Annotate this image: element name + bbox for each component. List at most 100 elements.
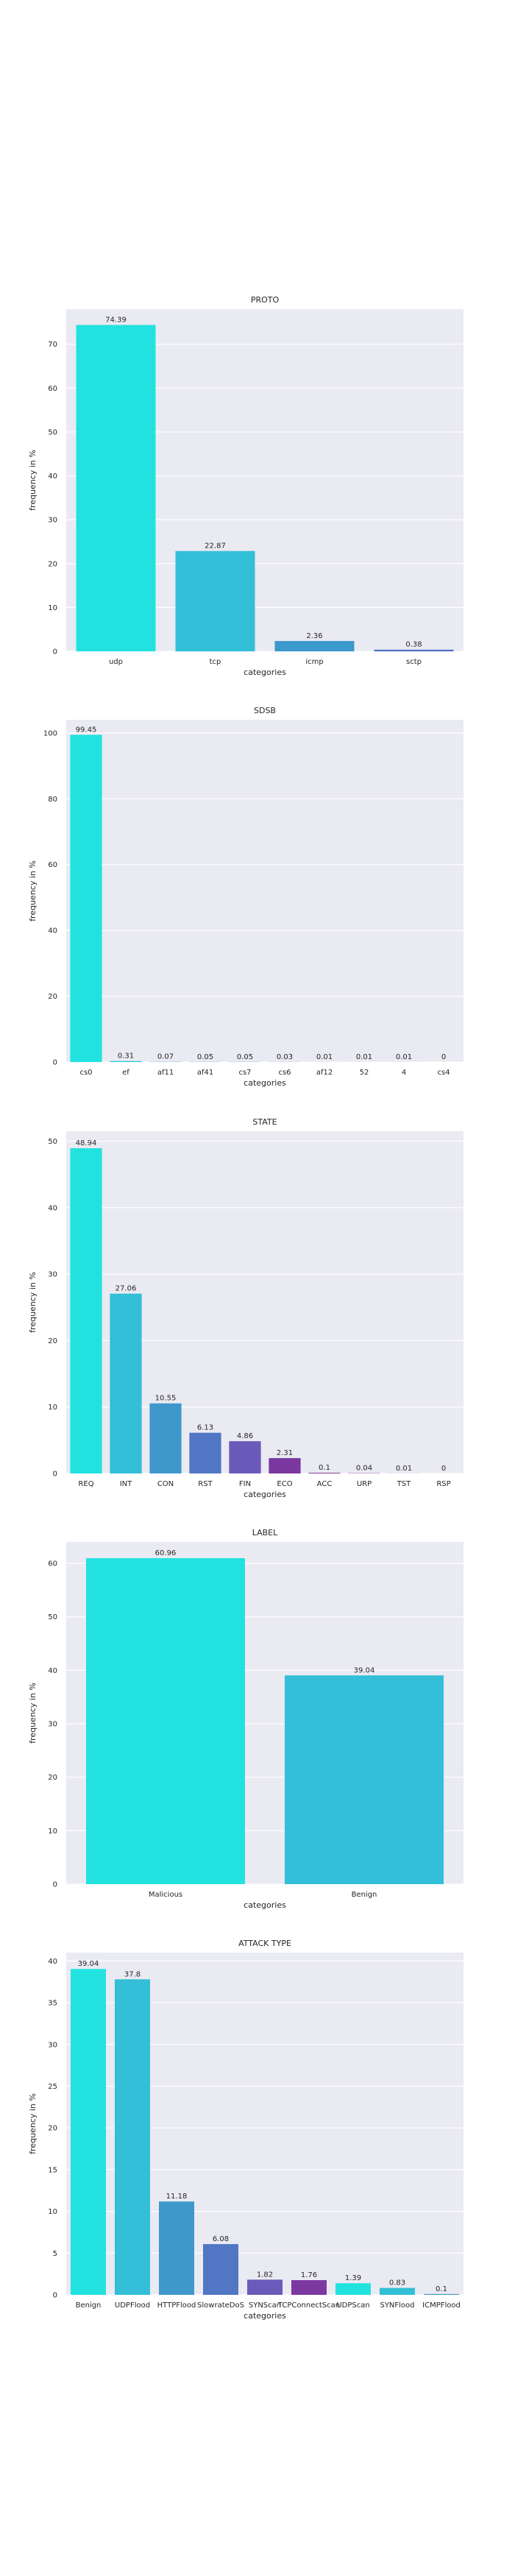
y-tick-label: 60	[48, 861, 57, 869]
bar	[76, 325, 156, 651]
bar	[247, 2279, 283, 2295]
bar	[274, 640, 355, 651]
chart-title: SDSB	[254, 706, 276, 715]
y-tick-label: 40	[48, 1667, 57, 1675]
chart-3: 0 10 20 30 40 50 60 LABEL 60.96 Malicious 39.04 Ben…	[28, 1528, 464, 1910]
bar	[285, 1675, 444, 1884]
data-label: 99.45	[76, 726, 97, 734]
x-tick-label: cs7	[238, 1069, 251, 1077]
y-axis-label: frequency in %	[28, 1682, 38, 1744]
data-label: 48.94	[76, 1139, 97, 1147]
x-axis-label: categories	[244, 1900, 286, 1910]
y-tick-label: 10	[48, 1827, 57, 1836]
x-tick-label: TCPConnectScan	[277, 2301, 340, 2310]
y-tick-label: 40	[48, 927, 57, 935]
data-label: 4.86	[237, 1432, 253, 1440]
x-tick-label: RSP	[436, 1480, 450, 1488]
x-tick-label: ECO	[277, 1480, 292, 1488]
y-tick-label: 40	[48, 473, 57, 481]
bar	[149, 1403, 182, 1473]
y-tick-label: 20	[48, 993, 57, 1001]
y-tick-label: 50	[48, 428, 57, 436]
y-tick-label: 70	[48, 341, 57, 349]
chart-title: ATTACK TYPE	[238, 1939, 291, 1948]
chart-title: PROTO	[251, 295, 280, 305]
x-tick-label: TST	[397, 1480, 411, 1488]
chart-1: 020406080100SDSB99.45cs00.31ef0.07af110.…	[28, 706, 464, 1088]
data-label: 11.18	[166, 2193, 188, 2201]
bar	[86, 1558, 245, 1884]
x-axis-label: categories	[244, 668, 286, 677]
bar	[70, 1148, 102, 1473]
data-label: 0.01	[396, 1465, 412, 1473]
y-tick-label: 30	[48, 517, 57, 525]
x-tick-label: Benign	[76, 2301, 102, 2310]
x-tick-label: 4	[402, 1069, 406, 1077]
y-tick-label: 60	[48, 385, 57, 393]
y-tick-label: 25	[48, 2083, 57, 2091]
x-tick-label: REQ	[78, 1480, 93, 1488]
bar	[229, 1441, 261, 1473]
x-tick-label: URP	[357, 1480, 372, 1488]
data-label: 0.01	[316, 1053, 333, 1061]
y-tick-label: 10	[48, 604, 57, 612]
bar	[203, 2244, 238, 2295]
bar	[269, 1458, 301, 1473]
y-tick-label: 5	[53, 2250, 57, 2258]
bar	[335, 2283, 371, 2295]
y-tick-label: 30	[48, 1271, 57, 1279]
data-label: 22.87	[205, 542, 226, 551]
chart-2: 0 10 20 30 40 50 STATE 48.94 REQ 27.06 INT 10.55 CON…	[28, 1117, 464, 1499]
data-label: 0	[441, 1053, 446, 1061]
y-axis-label: frequency in %	[28, 2093, 38, 2154]
y-tick-label: 20	[48, 2125, 57, 2133]
x-tick-label: cs6	[278, 1069, 291, 1077]
bar	[71, 1969, 106, 2295]
y-tick-label: 60	[48, 1560, 57, 1568]
y-tick-label: 100	[43, 729, 57, 737]
y-tick-label: 35	[48, 2000, 57, 2008]
y-axis-label: frequency in %	[28, 860, 38, 921]
x-tick-label: af41	[197, 1069, 213, 1077]
x-tick-label: SYNFlood	[380, 2301, 414, 2310]
y-tick-label: 10	[48, 2208, 57, 2216]
chart-4: 0 5 10 15 20 25 30 35 40 ATTACK TYPE 39.04 Benign 37…	[28, 1939, 464, 2321]
data-label: 1.39	[345, 2274, 361, 2282]
x-tick-label: ef	[122, 1069, 129, 1077]
x-axis-label: categories	[244, 1490, 286, 1499]
chart-title: LABEL	[252, 1528, 278, 1538]
x-tick-label: af11	[157, 1069, 174, 1077]
y-tick-label: 0	[53, 1881, 57, 1889]
data-label: 0	[441, 1465, 446, 1473]
chart-title: STATE	[252, 1117, 277, 1127]
bar	[70, 735, 102, 1062]
data-label: 0.01	[356, 1053, 372, 1061]
y-tick-label: 40	[48, 1958, 57, 1966]
y-tick-label: 10	[48, 1404, 57, 1412]
x-tick-label: CON	[157, 1480, 174, 1488]
x-tick-label: Benign	[352, 1891, 377, 1899]
y-tick-label: 40	[48, 1204, 57, 1212]
x-tick-label: 52	[360, 1069, 369, 1077]
bar	[424, 2293, 459, 2295]
data-label: 0.05	[197, 1053, 213, 1061]
bar	[380, 2287, 415, 2295]
bar	[115, 1979, 150, 2295]
y-tick-label: 0	[53, 1059, 57, 1067]
plot-area	[66, 720, 464, 1062]
data-label: 10.55	[155, 1395, 177, 1403]
y-tick-label: 15	[48, 2166, 57, 2174]
x-tick-label: cs4	[437, 1069, 450, 1077]
y-tick-label: 50	[48, 1138, 57, 1146]
x-tick-label: tcp	[210, 658, 221, 666]
x-tick-label: UDPScan	[336, 2301, 369, 2310]
y-tick-label: 20	[48, 1337, 57, 1345]
data-label: 1.76	[301, 2271, 317, 2279]
data-label: 27.06	[116, 1285, 137, 1293]
bar	[159, 2201, 194, 2295]
data-label: 0.05	[237, 1053, 253, 1061]
x-tick-label: udp	[109, 658, 123, 666]
data-label: 6.13	[197, 1424, 213, 1432]
y-tick-label: 80	[48, 796, 57, 804]
